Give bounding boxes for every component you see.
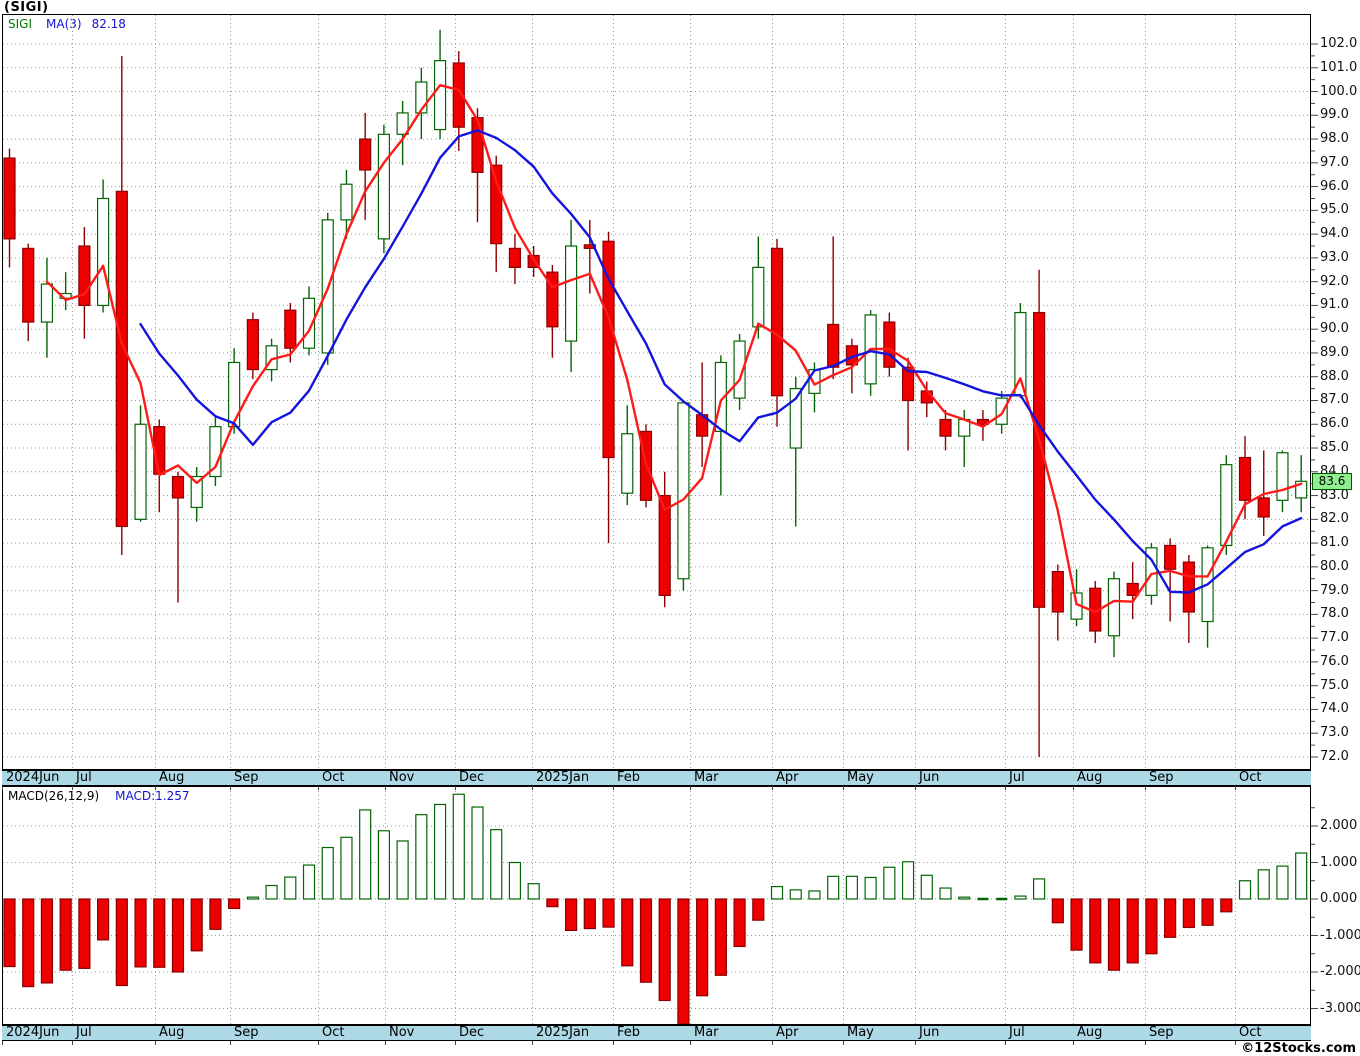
macd-axis-label: 2.000 [1320,818,1358,833]
month-label: 2024Jun [6,1025,60,1040]
y-axis-label: 96.0 [1320,178,1349,194]
candlestick-series [3,29,1308,757]
month-label: Oct [322,770,345,785]
month-label: 2024Jun [6,770,60,785]
month-label: Dec [459,770,485,785]
copyright-label: ©12Stocks.com [1241,1041,1356,1056]
y-axis-label: 95.0 [1320,202,1349,218]
y-axis-label: 80.0 [1320,558,1349,574]
month-label: 2025Jan [536,1025,590,1040]
y-axis-label: 88.0 [1320,368,1349,384]
y-axis-label: 74.0 [1320,701,1349,717]
month-label: Jun [919,1025,940,1040]
month-label: Oct [1239,770,1262,785]
month-label: May [847,770,874,785]
y-axis-label: 82.0 [1320,511,1349,527]
y-axis-label: 102.0 [1320,36,1358,51]
month-label: May [847,1025,874,1040]
macd-legend: MACD(26,12,9) MACD:1.257 [8,789,190,803]
y-axis-label: 98.0 [1320,131,1349,147]
y-axis-label: 79.0 [1320,582,1349,598]
y-axis-label: 94.0 [1320,226,1349,242]
month-label: Aug [159,1025,185,1040]
month-label: Aug [1077,1025,1103,1040]
month-label: Mar [694,770,719,785]
macd-axis-label: -2.000 [1320,964,1360,979]
y-axis-label: 100.0 [1320,83,1358,99]
month-label: Mar [694,1025,719,1040]
month-label: Jul [76,1025,92,1040]
y-axis-label: 72.0 [1320,748,1349,764]
macd-axis-label: -3.000 [1320,1000,1360,1016]
y-axis-label: 75.0 [1320,677,1349,693]
y-axis-label: 83.0 [1320,487,1349,503]
month-label: Nov [389,770,415,785]
month-label: Nov [389,1025,415,1040]
y-axis-label: 99.0 [1320,107,1349,123]
y-axis-label: 86.0 [1320,416,1349,432]
macd-axis-label: 1.000 [1320,854,1358,870]
moving-average-lines [45,83,1303,614]
y-axis-label: 81.0 [1320,535,1349,551]
last-price-badge: 83.6 [1312,473,1352,491]
month-label: Feb [617,1025,641,1040]
month-label: Apr [776,1025,799,1040]
macd-value-label: MACD:1.257 [115,789,190,803]
month-label: Jul [1009,1025,1025,1040]
month-axis-macd: 2024Jun Jul Aug Sep Oct Nov Dec 2025Jan Feb Mar Ap… [2,1025,1311,1041]
y-axis-label: 101.0 [1320,59,1358,75]
y-axis-label: 89.0 [1320,344,1349,360]
month-label: Sep [1149,1025,1174,1040]
month-label: Jun [919,770,940,785]
month-label: 2025Jan [536,770,590,785]
macd-axis-label: -1.000 [1320,927,1360,943]
macd-axis-label: 0.000 [1320,891,1358,906]
month-label: Feb [617,770,641,785]
month-label: Sep [234,770,259,785]
month-label: Sep [1149,770,1174,785]
month-label: Oct [1239,1025,1262,1040]
main-chart-legend: SIGI MA(3) 82.18 [8,17,126,31]
month-label: Apr [776,770,799,785]
month-label: Dec [459,1025,485,1040]
y-axis-label: 77.0 [1320,630,1349,646]
ma-value: 82.18 [91,17,126,31]
panel-frames [2,14,1311,1025]
y-axis-label: 76.0 [1320,653,1349,669]
y-axis-label: 92.0 [1320,273,1349,289]
month-label: Aug [159,770,185,785]
axis-ticks [2,43,1318,1045]
month-label: Oct [322,1025,345,1040]
month-axis-main: 2024Jun Jul Aug Sep Oct Nov Dec 2025Jan Feb Mar Ap… [2,770,1311,786]
y-axis-label: 87.0 [1320,392,1349,408]
symbol-label: SIGI [8,17,32,31]
y-axis-label: 78.0 [1320,606,1349,622]
y-axis-label: 91.0 [1320,297,1349,313]
y-axis-label: 90.0 [1320,321,1349,337]
y-axis-label: 93.0 [1320,249,1349,265]
y-axis-label: 73.0 [1320,725,1349,741]
month-label: Sep [234,1025,259,1040]
month-label: Jul [1009,770,1025,785]
month-label: Aug [1077,770,1103,785]
y-axis-label: 85.0 [1320,440,1349,456]
macd-params-label: MACD(26,12,9) [8,789,100,803]
month-label: Jul [76,770,92,785]
macd-histogram-series [3,793,1308,1025]
y-axis-label: 97.0 [1320,154,1349,170]
chart-title: (SIGI) [4,0,49,15]
